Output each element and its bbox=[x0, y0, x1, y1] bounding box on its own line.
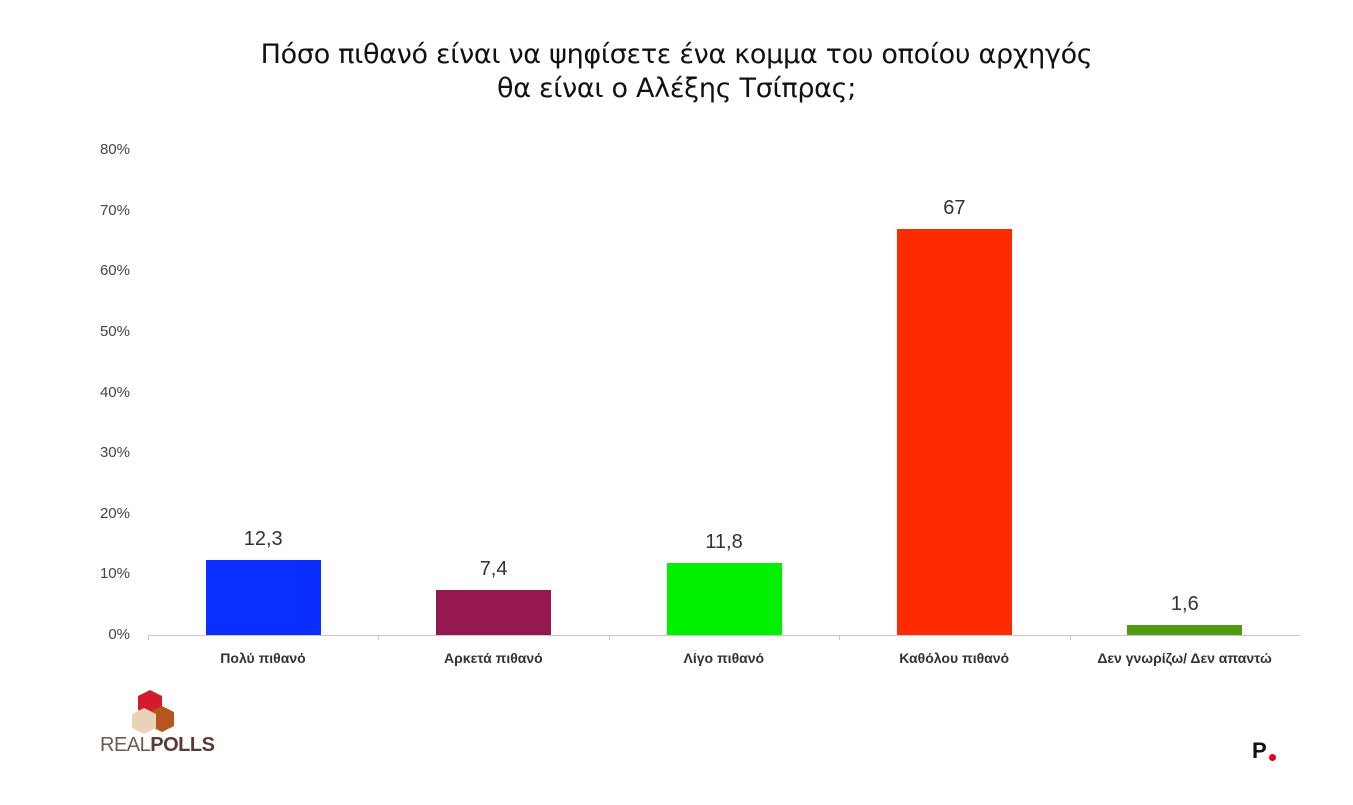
y-tick-label: 40% bbox=[99, 383, 130, 401]
bar-value-label: 1,6 bbox=[1170, 593, 1199, 616]
bar bbox=[896, 228, 1012, 635]
bar-value-label: 11,8 bbox=[705, 531, 743, 554]
bar-value-label: 7,4 bbox=[479, 558, 508, 581]
x-tick-mark bbox=[148, 635, 149, 640]
chart-title-line1: Πόσο πιθανό είναι να ψηφίσετε ένα κομμα … bbox=[260, 39, 1093, 70]
y-tick-label: 30% bbox=[99, 444, 130, 462]
x-tick-mark bbox=[1069, 635, 1071, 640]
x-tick-mark bbox=[608, 635, 610, 640]
y-tick-label: 10% bbox=[99, 565, 130, 583]
y-tick-label: 20% bbox=[99, 504, 130, 522]
publisher-logo-letter: P bbox=[1252, 738, 1267, 763]
y-tick-label: 50% bbox=[99, 323, 130, 340]
cubes-icon bbox=[132, 690, 174, 734]
chart-title: Πόσο πιθανό είναι να ψηφίσετε ένα κομμα … bbox=[0, 38, 1353, 106]
bar-value-label: 67 bbox=[943, 196, 966, 219]
bar bbox=[205, 560, 321, 635]
bar-value-label: 12,3 bbox=[243, 528, 283, 551]
category-label: Αρκετά πιθανό bbox=[444, 650, 543, 666]
bar bbox=[1127, 625, 1243, 635]
x-tick-mark bbox=[839, 635, 841, 640]
y-tick-label: 70% bbox=[99, 201, 130, 219]
y-tick-label: 60% bbox=[99, 262, 130, 280]
x-axis-line bbox=[148, 635, 1300, 636]
category-label: Δεν γνωρίζω/ Δεν απαντώ bbox=[1097, 650, 1272, 666]
logo-text-polls: POLLS bbox=[150, 734, 215, 756]
y-tick-label: 80% bbox=[99, 141, 130, 159]
category-label: Καθόλου πιθανό bbox=[899, 650, 1010, 666]
category-label: Λίγο πιθανό bbox=[683, 650, 765, 666]
bar bbox=[436, 590, 552, 635]
category-label: Πολύ πιθανό bbox=[220, 650, 306, 666]
logo-text-real: REAL bbox=[100, 734, 151, 756]
bar bbox=[666, 563, 782, 635]
publisher-logo: P bbox=[1252, 738, 1276, 764]
realpolls-logo: REALPOLLS bbox=[100, 688, 220, 768]
x-tick-mark bbox=[378, 635, 380, 640]
chart-title-line2: θα είναι ο Αλέξης Τσίπρας; bbox=[496, 73, 857, 104]
red-dot-icon bbox=[1269, 754, 1276, 761]
y-tick-label: 0% bbox=[108, 626, 130, 643]
